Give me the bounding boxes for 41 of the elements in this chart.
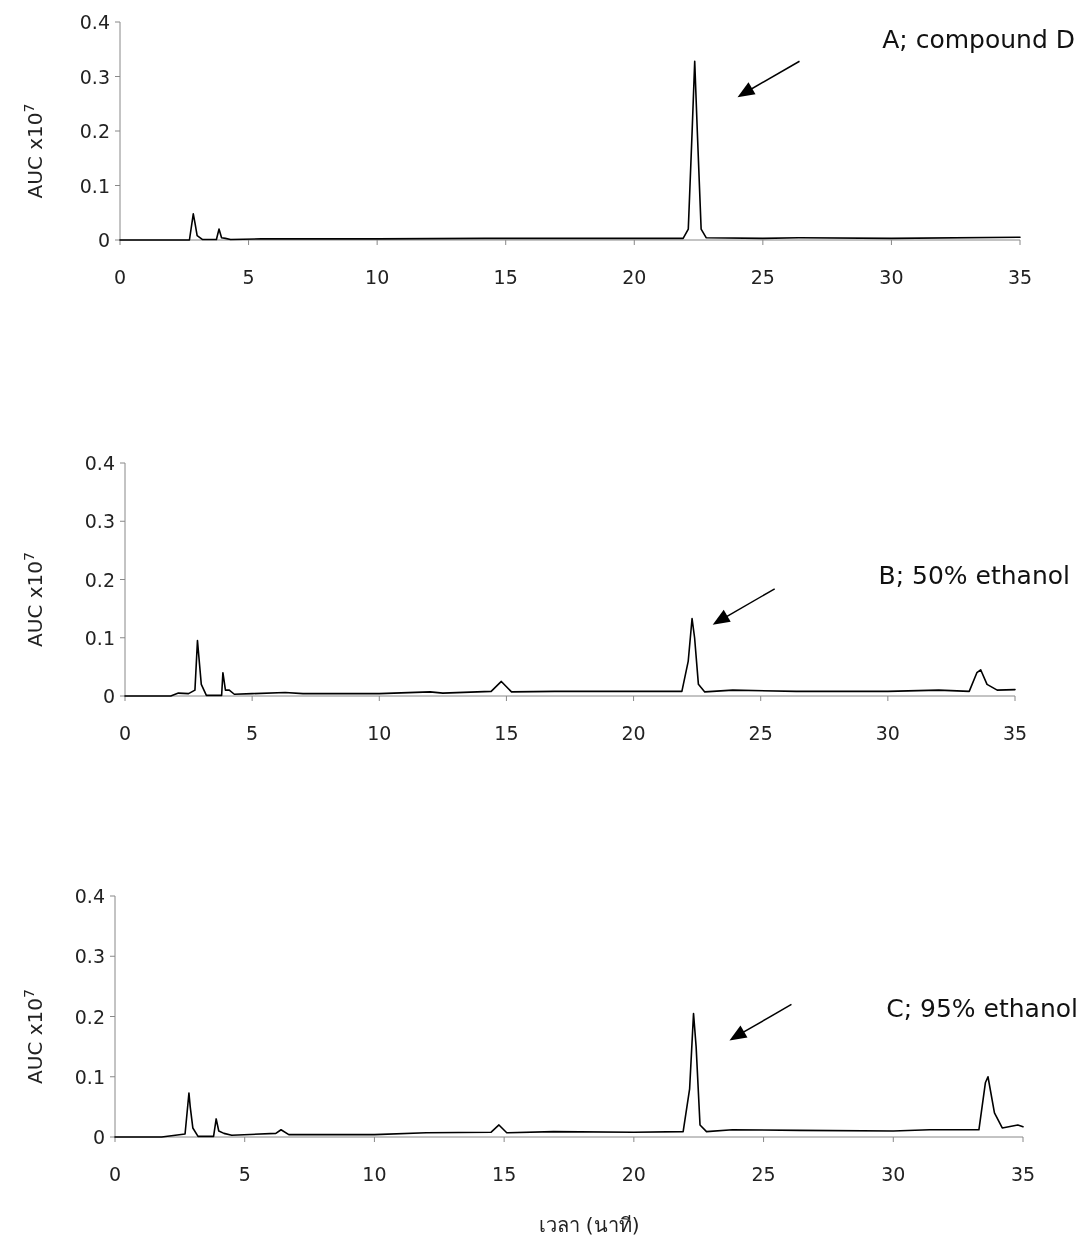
y-tick-label: 0.4 — [74, 885, 105, 907]
x-tick-label: 5 — [246, 722, 259, 744]
y-tick-label: 0.1 — [79, 174, 110, 197]
x-tick-label: 0 — [118, 722, 132, 744]
x-tick-label: 10 — [367, 722, 392, 744]
y-tick-label: 0.3 — [79, 65, 110, 88]
x-tick-label: 25 — [748, 722, 773, 744]
x-tick-label: 15 — [492, 1163, 517, 1185]
x-tick-label: 30 — [881, 1163, 906, 1185]
y-tick-label: 0.3 — [74, 945, 105, 968]
annotation: C; 95% ethanol — [886, 993, 1078, 1023]
y-tick-label: 0.2 — [74, 1005, 105, 1028]
y-tick-label: 0 — [97, 229, 110, 251]
annotation: B; 50% ethanol — [878, 561, 1070, 591]
y-tick-label: 0 — [102, 685, 115, 707]
x-tick-label: 35 — [1002, 722, 1028, 744]
x-tick-label: 30 — [875, 722, 900, 744]
y-tick-label: 0.4 — [79, 11, 110, 33]
y-tick-label: 0.2 — [84, 568, 115, 591]
x-axis-title: เวลา (นาที) — [538, 1213, 640, 1237]
x-tick-label: 5 — [242, 266, 255, 288]
x-tick-label: 15 — [493, 266, 518, 288]
x-tick-label: 25 — [750, 266, 775, 288]
x-tick-label: 20 — [621, 722, 646, 744]
x-tick-label: 10 — [365, 266, 390, 288]
x-tick-label: 35 — [1010, 1163, 1036, 1185]
y-tick-label: 0 — [92, 1126, 105, 1148]
y-tick-label: 0.4 — [84, 452, 115, 474]
y-tick-label: 0.1 — [74, 1065, 105, 1088]
y-tick-label: 0.2 — [79, 120, 110, 142]
x-tick-label: 35 — [1007, 266, 1033, 288]
x-tick-label: 25 — [751, 1163, 776, 1185]
x-tick-label: 10 — [362, 1163, 387, 1185]
x-tick-label: 20 — [621, 1163, 646, 1185]
x-tick-label: 5 — [238, 1163, 251, 1185]
y-tick-label: 0.3 — [84, 510, 115, 533]
x-tick-label: 15 — [494, 722, 519, 744]
x-tick-label: 30 — [879, 266, 904, 288]
x-tick-label: 20 — [622, 266, 647, 288]
annotation: A; compound D — [882, 25, 1075, 55]
y-tick-label: 0.1 — [84, 626, 115, 649]
